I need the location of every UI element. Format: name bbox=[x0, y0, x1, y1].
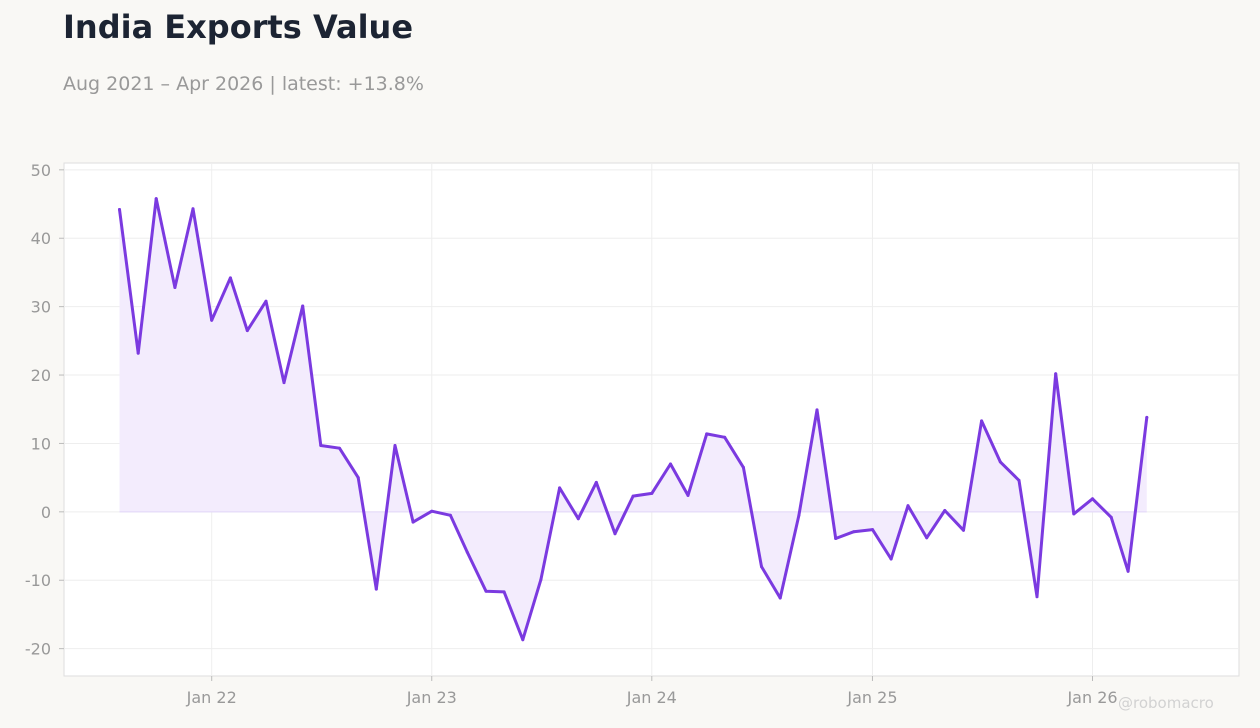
data-point bbox=[760, 565, 763, 569]
data-point bbox=[613, 532, 617, 536]
x-axis-ticks: Jan 22 Jan 23 Jan 24 Jan 25 Jan 26 bbox=[186, 676, 1118, 707]
data-point bbox=[741, 465, 745, 469]
data-point bbox=[502, 590, 506, 594]
data-point bbox=[723, 435, 727, 439]
data-point bbox=[1145, 415, 1149, 419]
data-point bbox=[1091, 497, 1094, 501]
x-tick-label: Jan 24 bbox=[626, 688, 677, 707]
data-point bbox=[118, 208, 121, 211]
y-axis-ticks: -20 -10 0 10 20 30 40 50 bbox=[25, 161, 64, 659]
x-tick-label: Jan 23 bbox=[406, 688, 457, 707]
data-point bbox=[852, 530, 856, 534]
data-point bbox=[465, 550, 469, 554]
data-point bbox=[338, 446, 341, 450]
data-point bbox=[906, 504, 910, 508]
data-point bbox=[136, 351, 140, 355]
data-point bbox=[539, 578, 543, 582]
data-point bbox=[484, 589, 488, 593]
data-point bbox=[154, 197, 158, 201]
data-point bbox=[889, 557, 893, 561]
data-point bbox=[705, 432, 709, 436]
data-point bbox=[778, 596, 782, 600]
data-point bbox=[356, 476, 360, 480]
data-point bbox=[669, 462, 672, 466]
data-point bbox=[173, 286, 177, 289]
y-tick-label: 10 bbox=[31, 434, 51, 453]
data-point bbox=[962, 528, 965, 532]
y-tick-label: -20 bbox=[25, 640, 51, 659]
data-point bbox=[1035, 595, 1039, 599]
data-point bbox=[393, 444, 397, 447]
data-points bbox=[118, 197, 1149, 642]
data-point bbox=[650, 491, 654, 495]
watermark: @robomacro bbox=[1118, 694, 1214, 712]
data-point bbox=[594, 480, 598, 484]
data-point bbox=[1017, 478, 1021, 482]
data-point bbox=[1054, 372, 1058, 376]
y-tick-label: -10 bbox=[25, 571, 51, 590]
data-point bbox=[871, 528, 874, 532]
x-tick-label: Jan 26 bbox=[1066, 688, 1117, 707]
data-point bbox=[411, 520, 415, 524]
data-point bbox=[521, 638, 525, 642]
y-tick-label: 50 bbox=[31, 161, 51, 180]
data-point bbox=[834, 537, 838, 540]
data-point bbox=[301, 304, 305, 308]
y-tick-label: 30 bbox=[31, 298, 51, 317]
y-tick-label: 40 bbox=[31, 229, 51, 248]
data-point bbox=[631, 494, 635, 498]
data-point bbox=[558, 486, 562, 490]
data-point bbox=[210, 318, 214, 322]
data-point bbox=[374, 587, 378, 591]
data-point bbox=[430, 509, 434, 513]
y-tick-label: 20 bbox=[31, 366, 51, 385]
data-point bbox=[1126, 569, 1130, 573]
data-point bbox=[815, 408, 819, 412]
data-point bbox=[1109, 515, 1113, 519]
data-point bbox=[1072, 512, 1076, 516]
data-point bbox=[797, 513, 801, 517]
chart-subtitle: Aug 2021 – Apr 2026 | latest: +13.8% bbox=[63, 73, 424, 95]
chart-title: India Exports Value bbox=[63, 8, 414, 46]
x-tick-label: Jan 25 bbox=[846, 688, 897, 707]
data-point bbox=[191, 207, 195, 211]
area-fill bbox=[119, 198, 1147, 640]
data-point bbox=[245, 329, 249, 333]
data-point bbox=[576, 517, 580, 521]
data-point bbox=[925, 536, 929, 540]
data-point bbox=[282, 381, 286, 385]
data-point bbox=[319, 444, 323, 447]
data-point bbox=[228, 276, 232, 280]
data-point bbox=[264, 299, 268, 303]
y-tick-label: 0 bbox=[41, 503, 51, 522]
data-point bbox=[686, 493, 690, 497]
data-point bbox=[998, 460, 1002, 464]
data-point bbox=[943, 509, 947, 512]
data-point bbox=[448, 513, 452, 517]
data-point bbox=[980, 419, 984, 423]
x-tick-label: Jan 22 bbox=[186, 688, 237, 707]
